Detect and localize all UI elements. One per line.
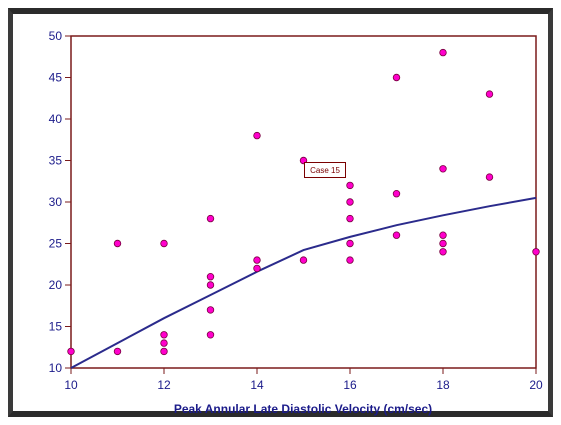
data-point bbox=[113, 239, 122, 248]
data-point bbox=[439, 239, 447, 248]
data-point bbox=[206, 281, 215, 289]
y-tick-label: 10 bbox=[49, 361, 63, 375]
x-tick-label: 14 bbox=[250, 378, 264, 392]
data-point bbox=[253, 264, 261, 273]
data-point bbox=[346, 181, 354, 190]
data-point bbox=[532, 248, 540, 256]
data-point bbox=[392, 73, 401, 82]
annotation-layer: Case 15 bbox=[304, 162, 346, 178]
annotation-label: Case 15 bbox=[310, 166, 340, 175]
fit-line bbox=[70, 196, 537, 369]
data-point bbox=[299, 256, 308, 264]
data-point bbox=[206, 331, 215, 339]
data-point bbox=[160, 339, 168, 347]
data-point bbox=[206, 306, 215, 314]
data-point bbox=[439, 48, 447, 57]
data-point bbox=[439, 165, 447, 173]
data-point bbox=[253, 131, 261, 140]
data-point bbox=[253, 256, 261, 264]
data-point bbox=[346, 239, 354, 248]
x-axis-title: Peak Annular Late Diastolic Velocity (cm… bbox=[174, 402, 432, 416]
data-point bbox=[160, 331, 168, 339]
data-point bbox=[392, 231, 401, 239]
x-tick-label: 16 bbox=[343, 378, 357, 392]
data-point bbox=[346, 256, 354, 264]
x-axis: 10 12 14 16 18 20 bbox=[64, 368, 543, 392]
y-tick-label: 50 bbox=[49, 29, 63, 43]
data-point bbox=[392, 189, 401, 198]
annotation-box bbox=[304, 162, 346, 178]
x-tick-label: 20 bbox=[529, 378, 543, 392]
y-tick-label: 20 bbox=[49, 278, 63, 292]
data-point bbox=[160, 239, 168, 248]
data-point bbox=[485, 173, 494, 181]
y-tick-label: 15 bbox=[49, 320, 63, 334]
data-point bbox=[439, 248, 447, 256]
x-tick-label: 10 bbox=[64, 378, 78, 392]
data-point bbox=[160, 347, 168, 356]
y-tick-label: 25 bbox=[49, 237, 63, 251]
y-tick-label: 45 bbox=[49, 71, 63, 85]
x-tick-label: 12 bbox=[157, 378, 171, 392]
data-point bbox=[346, 214, 354, 223]
data-point bbox=[67, 347, 75, 356]
data-point bbox=[206, 273, 215, 281]
plot-area bbox=[70, 35, 537, 369]
y-tick-label: 40 bbox=[49, 112, 63, 126]
data-point bbox=[439, 231, 447, 239]
fit-line-layer bbox=[70, 196, 537, 369]
data-point bbox=[206, 214, 215, 223]
data-point bbox=[346, 198, 354, 206]
x-tick-label: 18 bbox=[436, 378, 450, 392]
y-axis: 10 15 20 25 30 35 40 45 50 bbox=[49, 29, 71, 375]
data-point bbox=[485, 90, 494, 98]
data-point bbox=[113, 347, 122, 356]
points-layer bbox=[67, 48, 540, 356]
y-tick-label: 30 bbox=[49, 195, 63, 209]
y-tick-label: 35 bbox=[49, 154, 63, 168]
